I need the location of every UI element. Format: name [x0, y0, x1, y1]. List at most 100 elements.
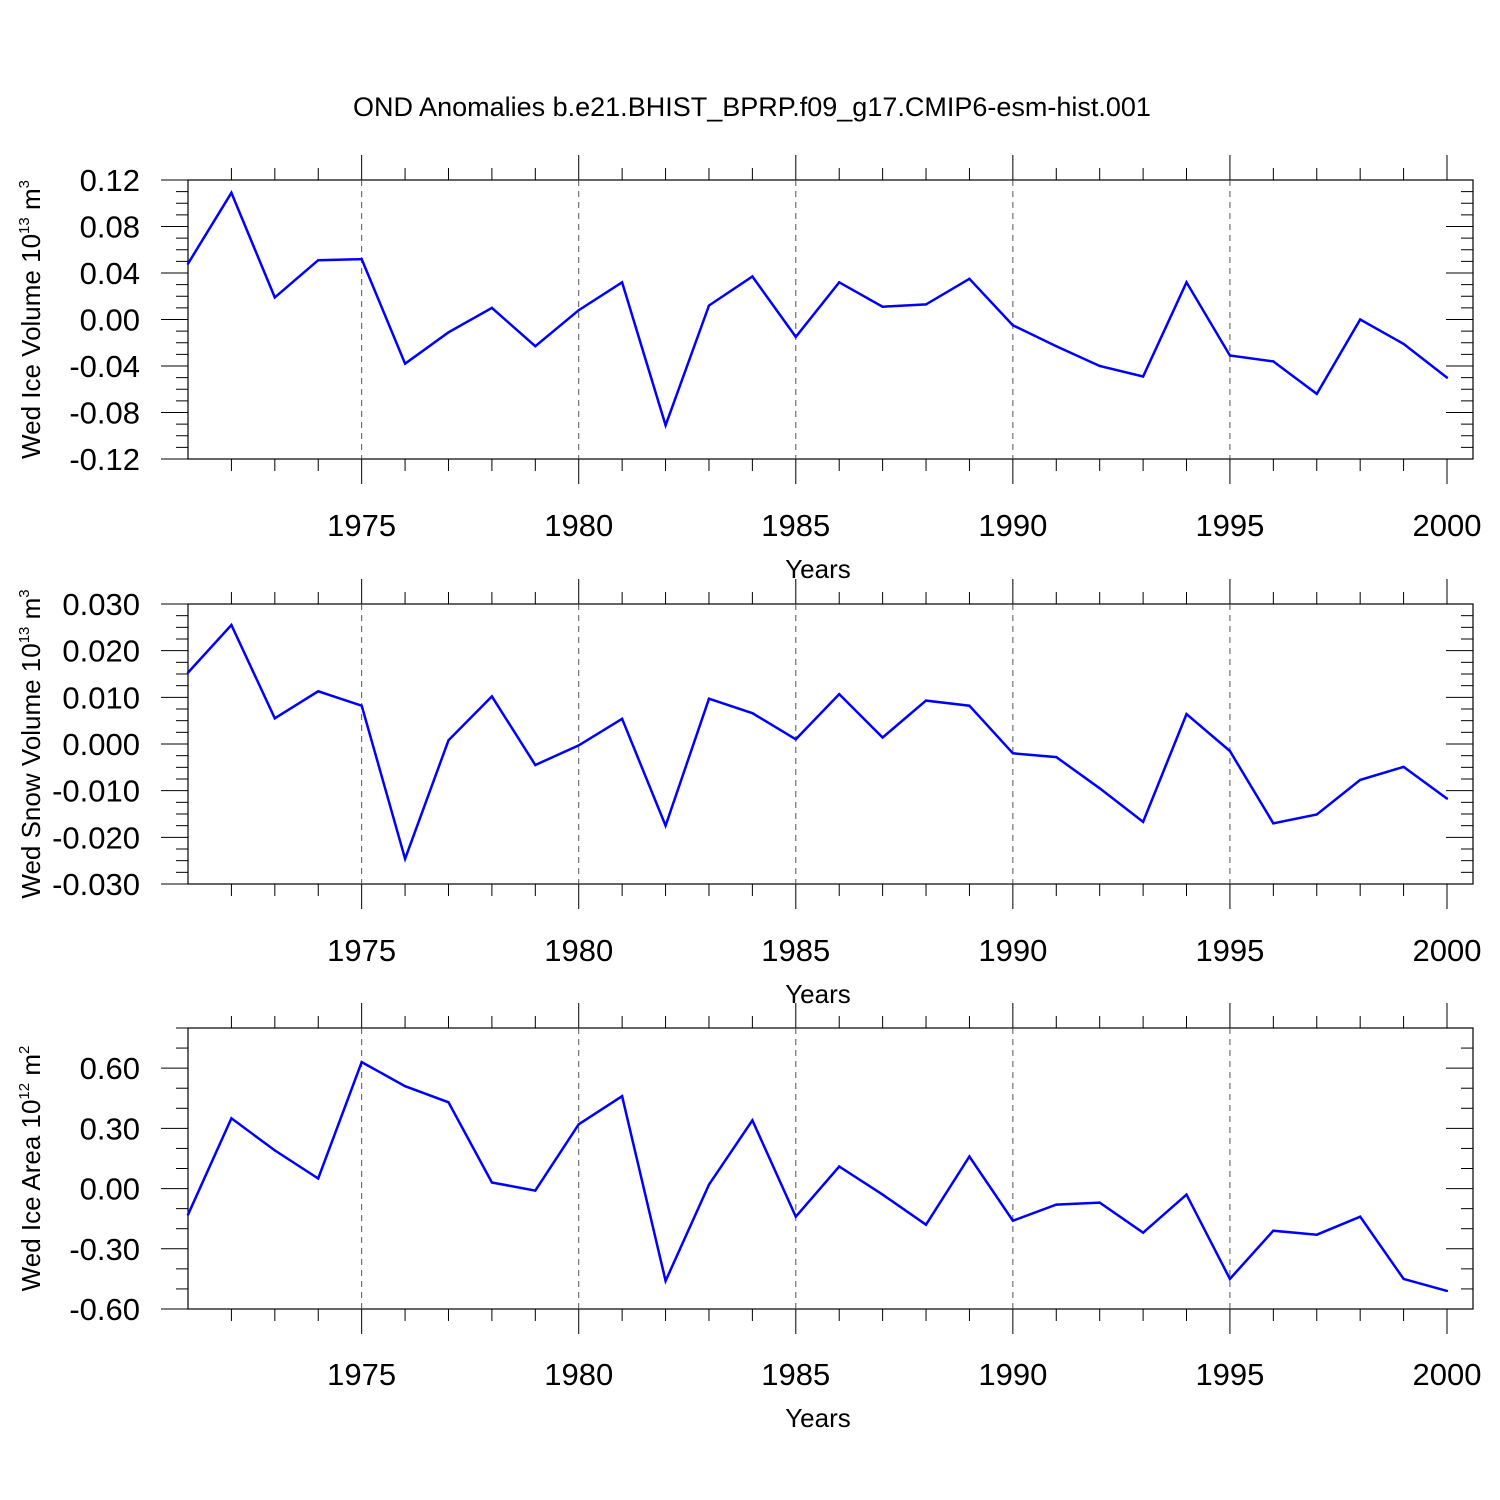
series-line — [186, 1060, 1448, 1293]
data-point — [1141, 375, 1145, 378]
data-point — [1185, 1193, 1188, 1196]
data-point — [360, 257, 363, 261]
series-line — [186, 190, 1448, 430]
data-point — [707, 1183, 711, 1186]
y-label-unit: m — [16, 1054, 46, 1083]
x-tick-label: 1995 — [1195, 933, 1264, 968]
y-label-unit: m — [16, 598, 46, 627]
plot-frame — [187, 603, 1474, 885]
data-point — [534, 1189, 537, 1192]
data-point — [1185, 281, 1188, 284]
data-point — [447, 331, 450, 334]
data-point — [1098, 787, 1101, 790]
data-point — [707, 304, 711, 307]
data-point — [1228, 749, 1232, 753]
data-point — [1272, 1229, 1275, 1232]
x-tick-label: 1990 — [978, 933, 1047, 968]
y-tick-label: -0.020 — [52, 820, 140, 855]
data-point — [273, 1149, 277, 1152]
data-point — [186, 1213, 190, 1216]
data-point — [360, 704, 363, 707]
x-tick-label: 1985 — [761, 1357, 830, 1392]
x-tick-label: 1975 — [327, 933, 396, 968]
data-point — [317, 259, 320, 262]
y-label-text: Wed Snow Volume 10 — [16, 643, 46, 898]
y-tick-label: -0.030 — [52, 867, 140, 902]
plot-frame — [187, 1027, 1474, 1310]
data-point — [1402, 765, 1405, 769]
data-point — [620, 281, 624, 284]
data-point — [447, 739, 450, 742]
data-point — [664, 1279, 667, 1283]
y-tick-label: 0.00 — [80, 303, 140, 338]
x-axis-label: Years — [785, 1403, 851, 1433]
data-point — [751, 1119, 754, 1122]
data-point — [490, 1181, 494, 1184]
data-point — [664, 824, 667, 827]
data-point — [317, 690, 320, 693]
y-tick-label: 0.020 — [62, 634, 140, 669]
y-tick-label: 0.08 — [80, 210, 140, 245]
y-tick-label: -0.010 — [52, 774, 140, 809]
y-tick-label: -0.08 — [69, 396, 140, 431]
x-tick-label: 1985 — [761, 933, 830, 968]
data-point — [924, 699, 928, 702]
data-point — [1272, 822, 1275, 825]
x-axis-label: Years — [785, 979, 851, 1009]
panel-3: -0.60 -0.30 0.00 0.30 0.60 1975 1980 1985 1990 19… — [16, 1003, 1481, 1433]
data-point — [534, 345, 537, 348]
data-point — [1315, 392, 1318, 396]
data-point — [534, 763, 537, 767]
plot-frame — [187, 179, 1474, 460]
y-tick-label: 0.000 — [62, 727, 140, 762]
data-point — [1272, 360, 1275, 363]
data-point — [924, 303, 928, 306]
data-point — [620, 1095, 624, 1098]
data-point — [490, 695, 494, 698]
panels: -0.12 -0.08 -0.04 0.00 0.04 0.08 0.12 1975 1980 1… — [16, 155, 1481, 1433]
data-point — [1011, 752, 1015, 755]
x-tick-label: 1975 — [327, 508, 396, 543]
data-point — [186, 262, 190, 265]
series-line — [187, 622, 1448, 863]
y-tick-label: 0.60 — [80, 1051, 140, 1086]
y-label-unit: m — [16, 188, 46, 217]
data-point — [968, 1155, 971, 1158]
y-label-exponent: 13 — [16, 217, 33, 234]
x-tick-label: 1980 — [544, 508, 613, 543]
y-label-unit-exponent: 3 — [16, 180, 33, 188]
figure-title: OND Anomalies b.e21.BHIST_BPRP.f09_g17.C… — [353, 92, 1151, 122]
data-point — [968, 704, 971, 707]
y-label-unit-exponent: 3 — [16, 589, 33, 597]
data-point — [1445, 376, 1449, 379]
y-label-text: Wed Ice Area 10 — [16, 1100, 46, 1292]
data-point — [1055, 755, 1058, 759]
data-point — [620, 717, 624, 720]
data-point — [1098, 1201, 1101, 1204]
data-point — [838, 281, 841, 284]
data-point — [403, 1085, 407, 1088]
data-point — [794, 335, 797, 339]
y-axis-label: Wed Ice Volume 1013 m3 — [16, 180, 46, 459]
y-tick-label: 0.12 — [80, 163, 140, 198]
data-point — [1228, 354, 1232, 357]
x-axis-label: Years — [785, 554, 851, 584]
data-point — [794, 1215, 797, 1218]
data-point — [577, 309, 580, 312]
y-tick-label: -0.60 — [69, 1292, 140, 1327]
data-point — [360, 1060, 363, 1064]
y-tick-label: -0.12 — [69, 442, 140, 477]
y-tick-label: 0.030 — [62, 587, 140, 622]
panel-2: -0.030 -0.020 -0.010 0.000 0.010 0.020 0.030 19… — [16, 579, 1481, 1009]
data-point — [403, 857, 407, 860]
data-point — [1445, 1289, 1449, 1293]
data-point — [490, 306, 494, 310]
x-tick-label: 1985 — [761, 508, 830, 543]
x-tick-label: 2000 — [1413, 508, 1482, 543]
data-point — [968, 277, 971, 281]
data-point — [1011, 1219, 1015, 1222]
y-tick-label: 0.04 — [80, 256, 140, 291]
panel-1: -0.12 -0.08 -0.04 0.00 0.04 0.08 0.12 1975 1980 1… — [16, 155, 1481, 584]
data-point — [1228, 1277, 1232, 1281]
